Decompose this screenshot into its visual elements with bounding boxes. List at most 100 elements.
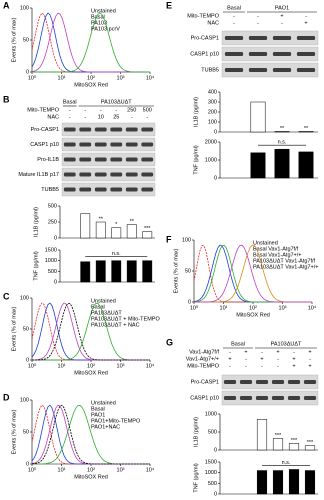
y-axis-label: TNF (pg/ml) [193,145,199,175]
blot-label: Pro-CASP1 [191,35,219,41]
y-tick-label: 2000 [205,139,217,145]
y-axis-label: IL1B (pg/ml) [193,417,199,447]
blot-label: CASP1 p10 [190,395,219,401]
treatment-mark: - [69,107,71,113]
blot-band [79,172,92,177]
y-tick-label: 1000 [205,157,217,163]
treatment-mark: - [69,114,71,120]
legend-entry: Unstained [253,240,278,246]
y-axis-label: Events (% of max) [11,409,17,454]
legend-entry: PA103 pcrV [91,26,120,32]
panel-letter: G [166,337,173,347]
legend-entry: Basal [91,14,105,20]
y-tick-label: 50 [23,37,29,43]
y-tick-label: 0 [26,461,29,467]
treatment-mark: 25 [113,114,119,120]
legend-entry: PA103ΔUΔT [91,310,122,316]
treatment-mark: - [115,107,117,113]
bar [126,224,137,239]
treatment-mark: - [277,363,279,369]
blot-band [79,127,92,132]
treatment-mark: 500 [143,107,152,113]
treatment-mark: - [233,13,235,19]
treatment-label: Mito-TEMPO [187,13,220,19]
y-tick-label: 0 [188,299,191,305]
legend-entry: PA103ΔUΔT Vav1-Atg7f/f [253,258,316,264]
bar [256,419,268,451]
blot-band [271,396,285,400]
treatment-mark: - [229,363,231,369]
significance-label: *** [307,440,314,446]
y-tick-label: 300 [208,99,217,105]
legend-entry: Basal Vav1-Atg7f/f [253,246,299,252]
x-tick-label: 10⁰ [28,74,37,81]
treatment-label: NAC [207,20,219,26]
blot-band [125,157,138,162]
treatment-mark: - [305,13,307,19]
blot-strip [61,137,156,152]
legend-entry: Basal [91,304,105,310]
treatment-label: Mito-TEMPO [187,363,220,369]
blot-band [110,187,123,192]
blot-band [63,157,76,162]
blot-band [223,396,237,400]
blot-label: CASP1 p10 [190,51,219,57]
panel-letter: F [166,234,172,244]
treatment-mark: + [292,356,295,362]
y-axis-label: IL1B (pg/ml) [33,207,39,237]
blot-strip [221,390,319,406]
legend-entry: PA103 [91,20,107,26]
treatment-mark: - [146,114,148,120]
blot-band [223,380,237,384]
x-tick-label: 10² [87,467,95,473]
treatment-mark: - [261,363,263,369]
bar [111,227,122,239]
blot-label: CASP1 p10 [30,142,59,148]
blot-band [63,172,76,177]
y-tick-label: 1500 [45,247,57,253]
y-tick-label: 0 [214,175,217,181]
bar [250,152,266,179]
blot-band [125,187,138,192]
bar [304,445,316,451]
bar [272,470,284,495]
y-axis-label: Events (% of max) [173,248,179,293]
treatment-mark: + [304,20,307,26]
treatment-mark: - [281,20,283,26]
group-label: PA103ΔUΔT [271,341,302,347]
bar [274,148,290,179]
histogram-curve [31,404,150,465]
legend-entry: PAO1+Mito-TEMPO [91,418,141,424]
x-tick-label: 10² [87,75,95,81]
legend-entry: Unstained [91,8,116,14]
blot-band [239,396,253,400]
bar [272,438,284,451]
blot-band [239,380,253,384]
treatment-mark: - [233,20,235,26]
x-tick-label: 10³ [117,75,125,81]
blot-band [141,172,154,177]
blot-band [79,157,92,162]
x-axis-label: MitoSOX Red [236,312,270,318]
x-tick-label: 10¹ [58,75,66,81]
blot-band [255,396,269,400]
y-tick-label: 1000 [205,470,217,476]
x-axis-label: MitoSOX Red [74,370,108,376]
bar [95,221,106,239]
x-tick-label: 10² [249,305,257,311]
group-label: Basal [227,5,241,11]
treatment-mark: + [308,363,311,369]
y-tick-label: 500 [48,203,57,209]
blot-band [125,172,138,177]
blot-strip [221,62,319,78]
y-tick-label: 1500 [205,459,217,465]
treatment-mark: + [280,13,283,19]
blot-band [63,142,76,147]
bar [126,260,137,283]
blot-band [125,142,138,147]
blot-band [110,127,123,132]
x-tick-label: 10¹ [58,467,66,473]
x-tick-label: 10³ [117,363,125,369]
y-tick-label: 100 [20,295,29,301]
treatment-mark: + [260,356,263,362]
